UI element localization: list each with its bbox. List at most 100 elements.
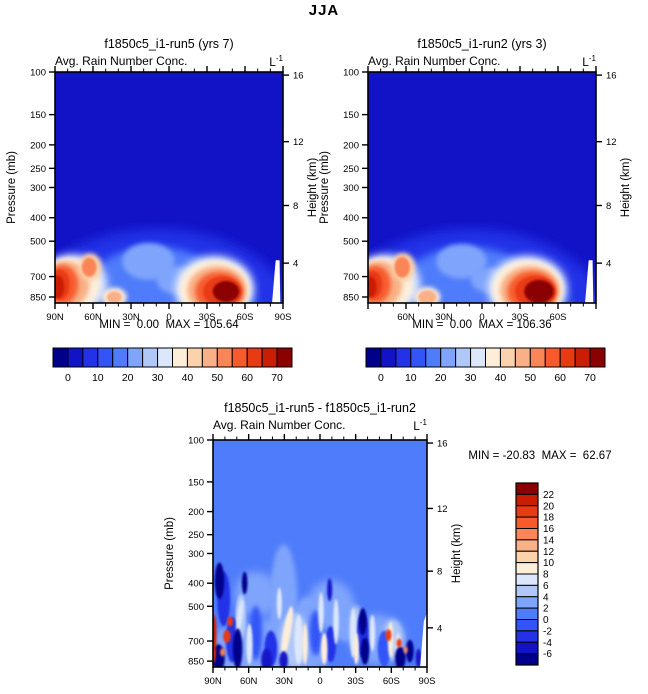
colorbar-cell: [380, 347, 397, 368]
contour-blob: [249, 605, 263, 661]
plot-diff: 90N 60N 30N 0 30S 60S 90S 100 150 200 250 300 400 500…: [164, 434, 463, 687]
colorbar-cell: [559, 347, 576, 368]
colorbar-label: 14: [543, 535, 555, 546]
field-label-run5: Avg. Rain Number Conc.: [55, 54, 188, 68]
contour-blob: [318, 592, 324, 633]
colorbar-cell: [276, 347, 293, 368]
pressure-tick-label: 850: [30, 292, 46, 303]
colorbar-cell: [67, 347, 84, 368]
contour-blob: [403, 646, 408, 654]
colorbar-label: 30: [152, 372, 164, 384]
terrain-mask: [272, 260, 281, 303]
colorbar-label: -4: [543, 638, 552, 649]
x-tick-label: 90N: [46, 312, 64, 323]
unit-label-run5: L-1: [200, 54, 283, 69]
unit-label-diff: L-1: [344, 418, 427, 433]
colorbar-cell: [515, 550, 539, 564]
colorbar-cell: [395, 347, 412, 368]
height-tick-label: 4: [437, 623, 442, 634]
contour-blob: [394, 256, 410, 278]
contour-blob: [325, 626, 337, 663]
contour-blob: [214, 562, 225, 599]
x-tick-label: 60N: [84, 312, 102, 323]
colorbar-label: 0: [543, 615, 549, 626]
colorbar-label: 16: [543, 524, 555, 535]
x-tick-label: 30S: [347, 676, 364, 687]
colorbar-label: 50: [524, 372, 536, 384]
pressure-tick-label: 300: [343, 183, 359, 194]
contour-blob: [360, 637, 370, 665]
contour-blob: [55, 275, 65, 299]
height-tick-label: 8: [437, 567, 442, 578]
colorbar-label: 6: [543, 581, 549, 592]
height-tick-label: 12: [437, 504, 448, 515]
pressure-axis-title: Pressure (mb): [164, 517, 176, 590]
pressure-tick-label: 150: [188, 477, 204, 488]
plot-run2: 60N 30N 0 30S 60S 100 150 200 250 300 400 500 700 850…: [319, 66, 632, 323]
contour-blob: [385, 629, 392, 642]
pressure-tick-label: 250: [343, 164, 359, 175]
pressure-tick-label: 200: [30, 140, 46, 151]
plot-run5: 90N 60N 30N 0 30S 60S 90S 100 150 200 250 300 400 500…: [6, 66, 319, 323]
contour-blob: [276, 587, 282, 620]
height-tick-label: 16: [606, 71, 617, 82]
unit-base: L: [582, 55, 589, 69]
colorbar-label: 40: [182, 372, 194, 384]
x-tick-label: 30S: [199, 312, 216, 323]
colorbar-label: 20: [122, 372, 134, 384]
contour-blob: [418, 290, 437, 303]
pressure-tick-label: 700: [188, 637, 204, 648]
x-tick-label: 0: [479, 312, 484, 323]
x-tick-label: 30S: [512, 312, 529, 323]
pressure-tick-label: 200: [343, 140, 359, 151]
colorbar-label: 40: [495, 372, 507, 384]
colorbar-label: 10: [543, 558, 555, 569]
colorbar-label: 50: [211, 372, 223, 384]
pressure-tick-label: 300: [188, 549, 204, 560]
contour-blob: [415, 648, 422, 667]
minmax-run5: MIN = 0.00 MAX = 105.64: [99, 319, 239, 331]
height-axis-title: Height (km): [620, 158, 632, 218]
colorbar-label: 2: [543, 604, 549, 615]
contour-blob: [241, 571, 248, 595]
plot-area: [368, 72, 596, 303]
contour-blob: [223, 629, 231, 643]
x-tick-label: 90S: [275, 312, 292, 323]
contour-blob: [279, 651, 288, 667]
contour-blob: [358, 607, 367, 636]
minmax-diff: MIN = -20.83 MAX = 62.67: [468, 450, 612, 462]
colorbar-cell: [515, 596, 539, 609]
colorbar-cell: [365, 347, 382, 368]
colorbar-label: 70: [584, 372, 596, 384]
colorbar-cell: [515, 630, 539, 643]
contour-blob: [246, 623, 253, 665]
pressure-tick-label: 500: [343, 237, 359, 248]
pressure-tick-label: 400: [188, 579, 204, 590]
panel-title-diff: f1850c5_i1-run5 - f1850c5_i1-run2: [224, 401, 416, 415]
x-tick-label: 90N: [204, 676, 222, 687]
height-tick-label: 4: [606, 259, 611, 270]
colorbar-label: 20: [543, 501, 555, 512]
colorbar-cell: [246, 347, 263, 368]
contour-blob: [369, 614, 376, 652]
colorbar-cell: [515, 505, 539, 518]
pressure-tick-label: 250: [30, 164, 46, 175]
colorbar-label: 0: [378, 372, 384, 384]
terrain-mask: [585, 260, 594, 303]
colorbar-label: 18: [543, 513, 555, 524]
pressure-tick-label: 100: [343, 68, 359, 79]
terrain-mask: [420, 612, 427, 667]
colorbar-label: 30: [465, 372, 477, 384]
colorbar-cell: [485, 347, 501, 368]
x-tick-label: 60S: [550, 312, 567, 323]
x-tick-label: 30N: [122, 312, 140, 323]
pressure-tick-label: 150: [343, 110, 359, 121]
pressure-tick-label: 100: [30, 68, 46, 79]
height-tick-label: 12: [293, 137, 304, 148]
contour-blob: [333, 598, 339, 645]
colorbar-cell: [515, 607, 539, 620]
contour-blob: [227, 616, 234, 627]
unit-exponent: -1: [588, 54, 596, 63]
field-label-run2: Avg. Rain Number Conc.: [368, 54, 501, 68]
